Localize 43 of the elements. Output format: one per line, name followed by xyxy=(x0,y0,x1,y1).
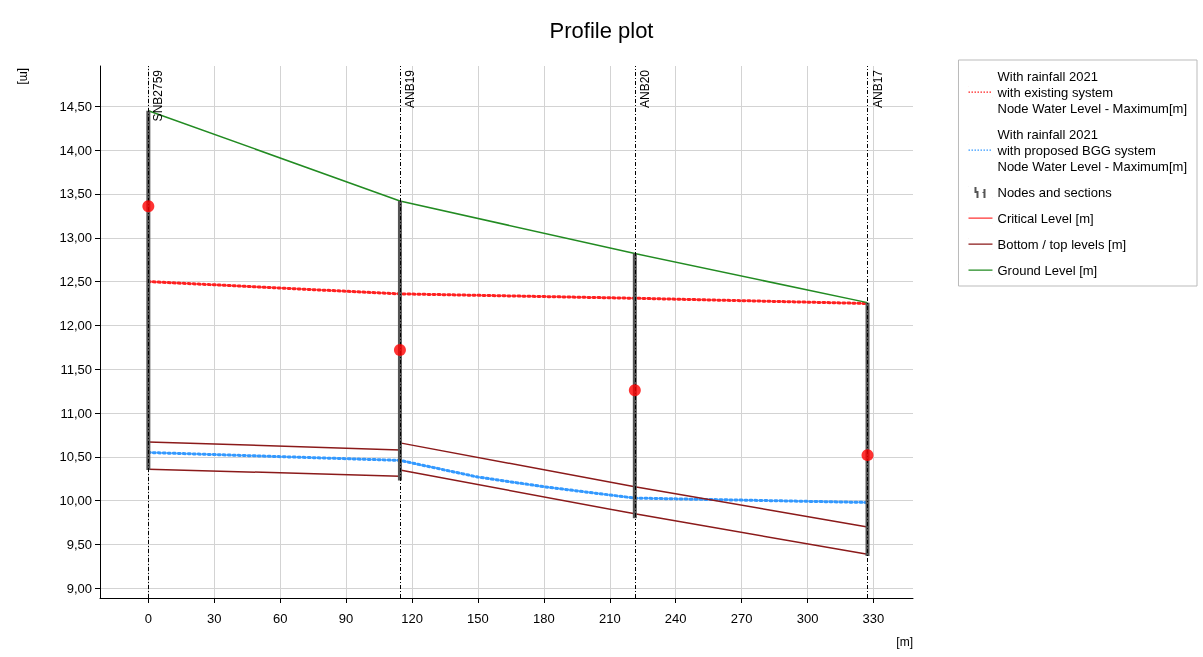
y-axis-title: [m] xyxy=(17,68,31,85)
legend-label: Critical Level [m] xyxy=(997,210,1094,226)
y-tick-label: 13,00 xyxy=(59,230,92,246)
ref-line-label: ANB20 xyxy=(637,69,652,109)
x-tick-label: 240 xyxy=(664,611,687,626)
chart-title: Profile plot xyxy=(549,17,654,43)
legend-label: Nodes and sections xyxy=(997,184,1113,200)
ref-line-label: SNB2759 xyxy=(151,69,166,122)
legend-label: With rainfall 2021 with proposed BGG system Node Water Level - Maximum[m] xyxy=(996,126,1188,174)
x-tick-label: 180 xyxy=(533,611,555,626)
legend-label: Ground Level [m] xyxy=(997,262,1098,278)
point xyxy=(393,343,406,356)
point xyxy=(628,384,641,397)
x-tick-label: 60 xyxy=(272,611,288,626)
y-tick-label: 10,00 xyxy=(59,493,92,509)
x-tick-label: 300 xyxy=(796,611,819,626)
y-tick-label: 11,50 xyxy=(60,361,92,377)
x-axis-title: [m] xyxy=(896,635,913,649)
x-tick-label: 90 xyxy=(338,611,354,626)
x-tick-label: 0 xyxy=(144,611,152,626)
point xyxy=(861,449,874,462)
line-series xyxy=(147,468,869,555)
line-series xyxy=(147,441,869,528)
ref-line-label: ANB17 xyxy=(870,69,885,109)
x-tick-label: 150 xyxy=(467,611,489,626)
y-tick-label: 9,00 xyxy=(66,580,92,596)
legend-label: With rainfall 2021 with existing system Node Water Level - Maximum[m] xyxy=(996,68,1188,116)
x-tick-label: 120 xyxy=(401,611,423,626)
ref-line-label: ANB19 xyxy=(402,69,417,109)
y-tick-label: 10,50 xyxy=(59,449,92,465)
y-tick-label: 9,50 xyxy=(66,537,92,553)
point xyxy=(142,200,155,213)
y-tick-label: 13,50 xyxy=(59,186,92,202)
y-tick-label: 14,00 xyxy=(59,142,92,158)
x-tick-label: 270 xyxy=(730,611,753,626)
y-tick-label: 12,00 xyxy=(59,317,92,333)
y-tick-label: 11,00 xyxy=(60,405,92,421)
y-tick-label: 14,50 xyxy=(59,98,92,114)
y-tick-label: 12,50 xyxy=(59,274,92,290)
x-tick-label: 330 xyxy=(862,611,885,626)
x-tick-label: 30 xyxy=(207,611,222,626)
x-tick-label: 210 xyxy=(598,611,621,626)
legend-label: Bottom / top levels [m] xyxy=(997,236,1127,252)
